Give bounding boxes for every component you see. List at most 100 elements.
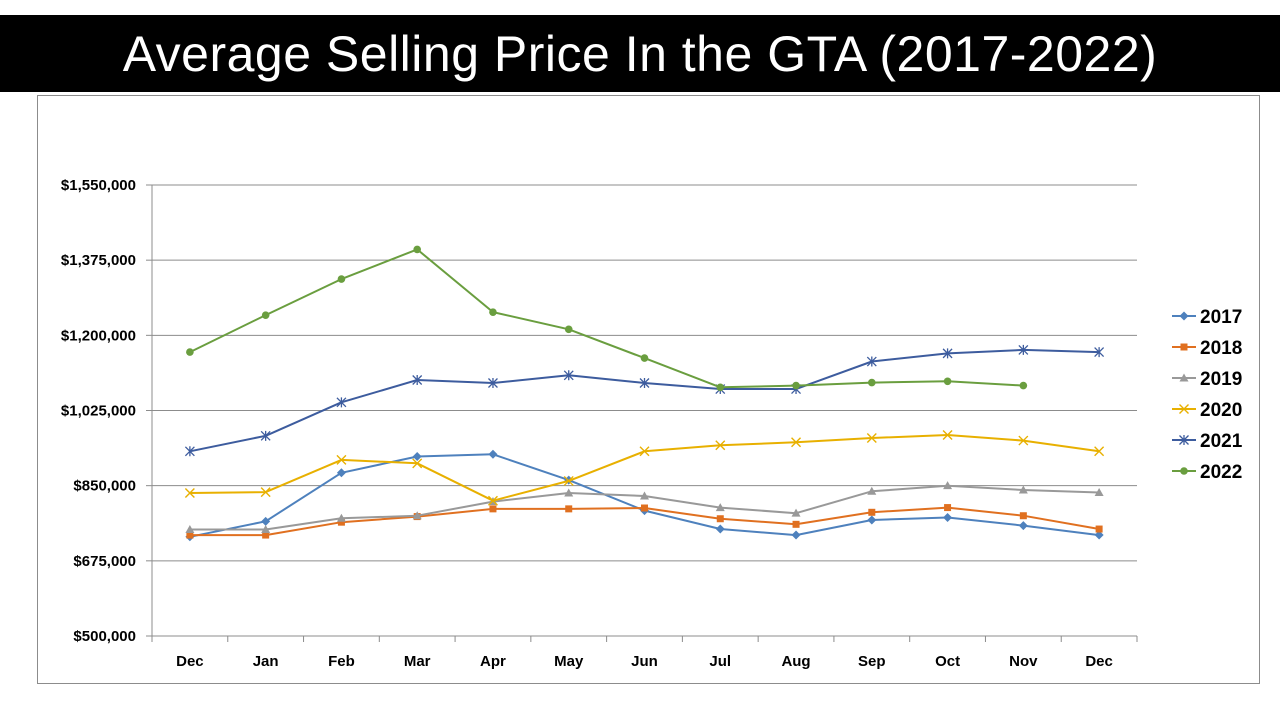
data-point: [639, 378, 650, 389]
data-point: [1094, 347, 1105, 358]
x-tick-label: Aug: [781, 653, 810, 670]
data-point: [489, 308, 497, 316]
data-point: [791, 530, 801, 540]
legend-item-2022: 2022: [1172, 462, 1242, 483]
data-point: [791, 508, 801, 517]
data-point: [715, 503, 725, 512]
data-point: [336, 513, 346, 522]
data-point: [185, 524, 195, 533]
data-point: [184, 487, 195, 498]
x-tick-label: Dec: [1085, 653, 1113, 670]
data-point: [943, 512, 953, 522]
chart-frame: [37, 95, 1260, 684]
data-point: [1180, 467, 1188, 475]
y-tick-label: $1,200,000: [61, 327, 136, 344]
x-tick-label: Feb: [328, 653, 355, 670]
data-point: [1095, 525, 1103, 533]
data-point: [186, 348, 194, 356]
data-point: [488, 378, 498, 389]
y-tick-label: $850,000: [73, 478, 136, 495]
x-tick-label: Dec: [176, 653, 204, 670]
legend-item-2019: 2019: [1172, 369, 1242, 390]
x-tick-label: Sep: [858, 653, 886, 670]
legend-item-2020: 2020: [1172, 400, 1242, 421]
legend-label: 2018: [1200, 338, 1242, 359]
data-point: [944, 504, 952, 512]
data-point: [867, 515, 877, 525]
data-point: [1179, 404, 1189, 414]
data-point: [1094, 530, 1104, 540]
data-point: [564, 488, 574, 497]
data-point: [868, 378, 876, 387]
series-2018: [186, 504, 1103, 539]
data-point: [1019, 512, 1027, 520]
data-point: [412, 375, 423, 386]
gridlines: [152, 184, 1137, 637]
data-point: [186, 531, 194, 539]
data-point: [261, 311, 270, 319]
data-point: [336, 454, 347, 465]
x-tick-label: Nov: [1009, 653, 1038, 670]
legend-item-2021: 2021: [1172, 431, 1243, 452]
data-point: [565, 505, 573, 513]
y-axis: $500,000 $675,000 $850,000 $1,025,000 $1,200…: [61, 177, 153, 645]
data-point: [792, 381, 800, 390]
data-point: [412, 458, 423, 469]
data-point: [1019, 381, 1028, 390]
data-point: [1094, 488, 1104, 497]
chart-title: Average Selling Price In the GTA (2017-2…: [122, 25, 1158, 82]
data-point: [942, 348, 953, 359]
series-2022: [186, 245, 1028, 392]
data-point: [564, 325, 573, 334]
legend-label: 2020: [1200, 400, 1242, 421]
legend-label: 2019: [1200, 369, 1242, 390]
data-point: [716, 383, 725, 392]
data-point: [261, 516, 271, 526]
data-point: [640, 491, 649, 500]
data-point: [942, 429, 953, 440]
y-tick-label: $1,550,000: [61, 177, 136, 194]
data-point: [563, 475, 574, 486]
data-point: [413, 245, 421, 254]
data-point: [641, 504, 648, 512]
data-point: [640, 354, 649, 362]
data-point: [866, 432, 877, 443]
series-2020: [184, 429, 1105, 506]
data-point: [336, 468, 346, 478]
title-bar: Average Selling Price In the GTA (2017-2…: [0, 15, 1280, 92]
data-point: [261, 524, 271, 533]
data-point: [792, 520, 800, 528]
data-point: [488, 449, 498, 459]
legend-label: 2021: [1200, 431, 1243, 452]
data-point: [260, 487, 271, 498]
data-point: [260, 430, 271, 441]
data-point: [715, 440, 726, 451]
y-tick-label: $1,025,000: [61, 403, 136, 420]
x-tick-label: Jun: [631, 653, 658, 670]
x-tick-label: Jul: [709, 653, 731, 670]
data-point: [1018, 521, 1028, 531]
data-point: [563, 370, 574, 381]
data-point: [489, 505, 497, 513]
y-tick-label: $1,375,000: [61, 252, 136, 269]
legend-label: 2017: [1200, 307, 1242, 328]
x-tick-label: Mar: [404, 653, 431, 670]
legend-item-2017: 2017: [1172, 307, 1242, 328]
data-point: [791, 437, 802, 448]
data-point: [1018, 344, 1029, 355]
legend-item-2018: 2018: [1172, 338, 1242, 359]
y-tick-label: $500,000: [73, 628, 136, 645]
legend-label: 2022: [1200, 462, 1242, 483]
data-point: [184, 446, 195, 457]
series-line: [189, 248, 1024, 389]
x-tick-label: Apr: [480, 653, 506, 670]
x-tick-label: May: [554, 653, 584, 670]
data-point: [337, 275, 346, 283]
data-point: [336, 397, 347, 408]
series-2021: [184, 344, 1105, 457]
x-tick-label: Oct: [935, 653, 960, 670]
data-point: [487, 495, 498, 506]
x-axis: Dec Jan Feb Mar Apr May Jun Jul Aug Sep Oct Nov Dec: [151, 635, 1138, 670]
data-point: [1179, 373, 1189, 382]
data-point: [1018, 485, 1028, 494]
